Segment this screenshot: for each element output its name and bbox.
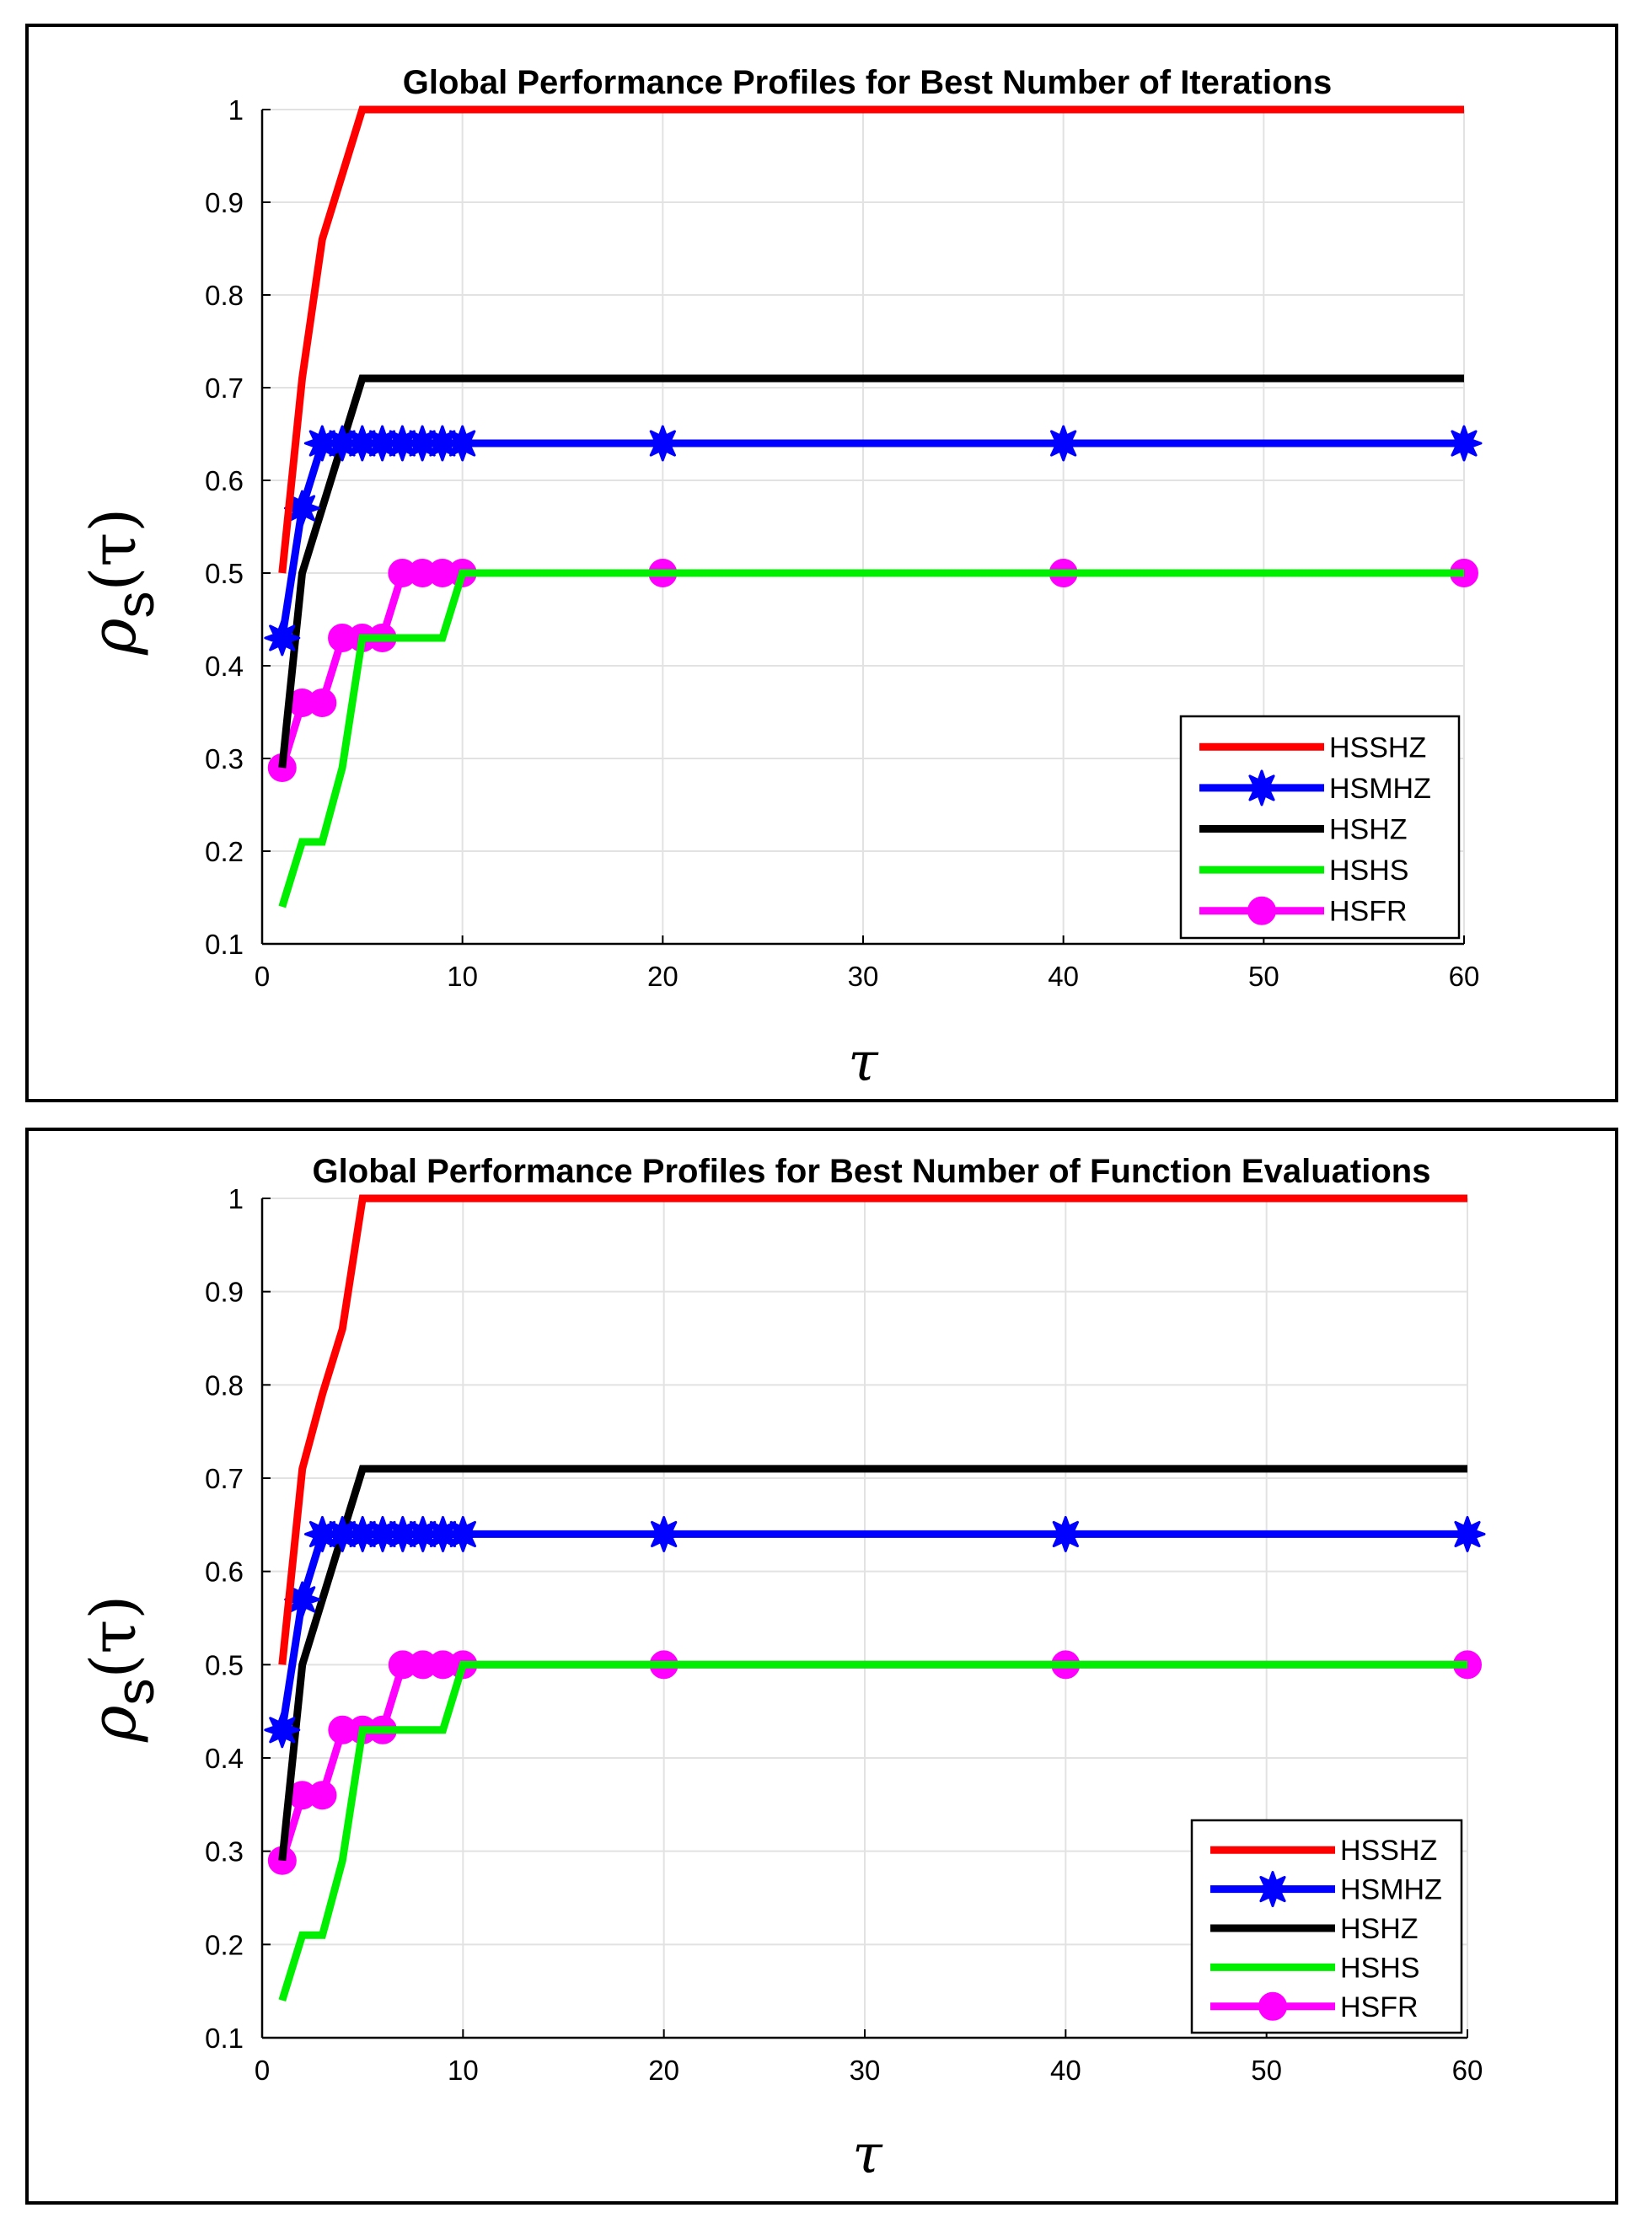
- legend: HSSHZ HSMHZ HSHZ HSHS HSFR: [1190, 1819, 1463, 2034]
- x-tick-label: 60: [1449, 961, 1480, 992]
- x-tick-label: 20: [648, 2055, 679, 2086]
- performance-profile-chart: Global Performance Profiles for Best Num…: [78, 1153, 1486, 2186]
- y-tick-label: 0.3: [205, 743, 244, 774]
- y-tick-label: 0.6: [205, 465, 244, 496]
- x-tick-label: 10: [447, 961, 478, 992]
- data-point-hsmhz: [1045, 425, 1082, 462]
- data-point-hsmhz: [646, 1515, 683, 1552]
- x-tick-label: 10: [448, 2055, 479, 2086]
- legend-label-hshs: HSHS: [1329, 855, 1408, 887]
- x-axis-label: τ: [848, 1032, 879, 1094]
- legend-label-hsfr: HSFR: [1340, 1991, 1419, 2023]
- chart-title: Global Performance Profiles for Best Num…: [403, 64, 1332, 101]
- y-axis-label: ρs(τ): [78, 508, 165, 656]
- series-line-hshz: [278, 1465, 1467, 1862]
- legend-label-hsmhz: HSMHZ: [1329, 773, 1431, 805]
- series-line-hshs: [278, 1660, 1467, 2002]
- x-tick-label: 40: [1048, 961, 1079, 992]
- data-point-hsmhz: [264, 1712, 301, 1749]
- legend-label-hshz: HSHZ: [1340, 1913, 1419, 1945]
- legend-item-hshz: HSHZ: [1210, 1913, 1419, 1945]
- x-tick-label: 40: [1050, 2055, 1081, 2086]
- series-line-hsshz: [278, 105, 1464, 574]
- legend-item-hshs: HSHS: [1210, 1952, 1419, 1984]
- legend-item-hsfr: HSFR: [1199, 896, 1408, 928]
- legend-label-hshs: HSHS: [1340, 1952, 1419, 1984]
- legend-item-hsmhz: HSMHZ: [1210, 1871, 1442, 1908]
- y-tick-label: 0.9: [205, 1277, 244, 1308]
- performance-profile-chart: Global Performance Profiles for Best Num…: [78, 64, 1483, 1094]
- y-tick-label: 1: [228, 1183, 244, 1214]
- chart-title: Global Performance Profiles for Best Num…: [313, 1153, 1431, 1190]
- x-tick-label: 50: [1248, 961, 1279, 992]
- legend-item-hshs: HSHS: [1199, 855, 1408, 887]
- y-tick-label: 0.1: [205, 2023, 244, 2054]
- legend-label-hsfr: HSFR: [1329, 896, 1408, 928]
- legend-item-hsmhz: HSMHZ: [1199, 769, 1431, 807]
- y-tick-label: 0.7: [205, 1463, 244, 1494]
- y-tick-label: 0.6: [205, 1557, 244, 1588]
- series-line-hsmhz: [278, 439, 1464, 639]
- legend-marker-hsmhz: [1254, 1871, 1291, 1908]
- x-tick-label: 60: [1452, 2055, 1483, 2086]
- legend-item-hsshz: HSSHZ: [1199, 731, 1426, 764]
- x-tick-label: 30: [850, 2055, 881, 2086]
- y-tick-label: 0.9: [205, 187, 244, 218]
- legend-marker-hsfr: [1258, 1991, 1287, 2021]
- y-tick-label: 0.2: [205, 836, 244, 867]
- data-point-hsmhz: [1047, 1515, 1084, 1552]
- data-point-hsmhz: [1446, 425, 1483, 462]
- legend-marker-hsfr: [1247, 896, 1276, 925]
- data-point-hsmhz: [444, 425, 481, 462]
- legend: HSSHZ HSMHZ HSHZ HSHS HSFR: [1179, 715, 1461, 940]
- y-tick-label: 0.1: [205, 929, 244, 960]
- x-axis-label: τ: [852, 2124, 883, 2186]
- chart-panel-iterations: Global Performance Profiles for Best Num…: [25, 24, 1618, 1102]
- y-tick-label: 0.5: [205, 1649, 244, 1680]
- data-point-hsfr: [308, 1781, 337, 1810]
- y-tick-label: 0.4: [205, 651, 244, 682]
- y-tick-label: 0.4: [205, 1743, 244, 1774]
- legend-marker-hsmhz: [1243, 769, 1280, 807]
- data-point-hsmhz: [1449, 1515, 1486, 1552]
- legend-label-hsmhz: HSMHZ: [1340, 1874, 1442, 1906]
- y-tick-label: 0.7: [205, 372, 244, 404]
- x-tick-label: 50: [1251, 2055, 1282, 2086]
- y-tick-label: 0.5: [205, 558, 244, 589]
- data-point-hsmhz: [644, 425, 681, 462]
- legend-item-hsshz: HSSHZ: [1210, 1835, 1437, 1867]
- series-line-hsmhz: [278, 1530, 1467, 1731]
- y-tick-label: 0.2: [205, 1929, 244, 1960]
- legend-label-hsshz: HSSHZ: [1329, 731, 1426, 764]
- legend-item-hsfr: HSFR: [1210, 1991, 1419, 2023]
- legend-label-hsshz: HSSHZ: [1340, 1835, 1437, 1867]
- y-axis-label: ρs(τ): [78, 1595, 165, 1743]
- series-line-hsshz: [278, 1194, 1467, 1665]
- x-tick-label: 0: [255, 961, 270, 992]
- series-line-hshs: [278, 569, 1464, 908]
- x-tick-label: 0: [255, 2055, 270, 2086]
- y-tick-label: 1: [228, 94, 244, 126]
- data-point-hsmhz: [444, 1515, 481, 1552]
- y-tick-label: 0.3: [205, 1836, 244, 1868]
- y-tick-label: 0.8: [205, 1369, 244, 1401]
- data-point-hsfr: [308, 689, 337, 717]
- legend-label-hshz: HSHZ: [1329, 814, 1408, 846]
- series-line-hshz: [278, 374, 1464, 769]
- data-point-hsmhz: [264, 619, 301, 656]
- chart-panel-function-evaluations: Global Performance Profiles for Best Num…: [25, 1128, 1618, 2205]
- legend-item-hshz: HSHZ: [1199, 814, 1408, 846]
- x-tick-label: 30: [848, 961, 879, 992]
- x-tick-label: 20: [647, 961, 678, 992]
- y-tick-label: 0.8: [205, 280, 244, 311]
